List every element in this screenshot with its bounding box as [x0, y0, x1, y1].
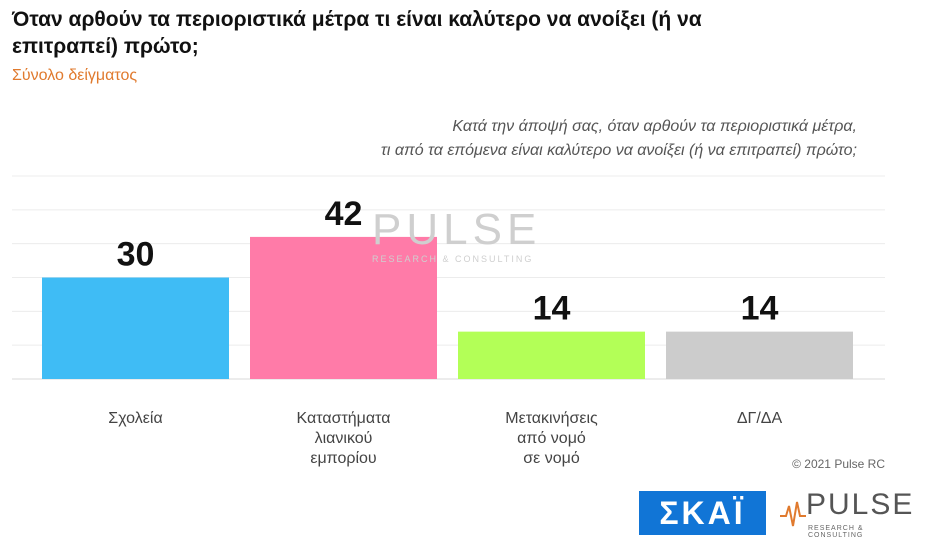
chart-value-labels: 30 42 14 14	[117, 195, 779, 328]
bar	[666, 331, 853, 379]
pulse-logo-subtext: RESEARCH & CONSULTING	[808, 525, 864, 539]
category-label: εμπορίου	[310, 450, 376, 467]
survey-question-line-1: Κατά την άποψή σας, όταν αρθούν τα περιο…	[452, 118, 857, 135]
bar	[250, 236, 437, 379]
category-label: σε νομό	[523, 450, 580, 467]
chart-title: Όταν αρθούν τα περιοριστικά μέτρα τι είν…	[12, 8, 702, 58]
copyright-notice: © 2021 Pulse RC	[792, 457, 885, 471]
bar-value-label: 30	[117, 236, 155, 274]
bar-value-label: 14	[741, 290, 779, 328]
chart-category-labels: Σχολεία Καταστήματα λιανικού εμπορίου Μετακι…	[108, 410, 782, 467]
category-label: Μετακινήσεις	[505, 410, 598, 427]
chart-bars	[42, 236, 853, 379]
pulse-logo: PULSE RESEARCH & CONSULTING	[780, 488, 920, 539]
bar	[42, 277, 229, 379]
survey-question-line-2: τι από τα επόμενα είναι καλύτερο να ανοί…	[380, 142, 857, 159]
bar-value-label: 42	[325, 195, 363, 233]
category-label: Καταστήματα	[297, 410, 391, 427]
category-label: από νομό	[517, 430, 586, 447]
survey-question: Κατά την άποψή σας, όταν αρθούν τα περιο…	[157, 115, 857, 163]
category-label: Σχολεία	[108, 410, 162, 427]
pulse-heartbeat-icon	[780, 501, 806, 527]
pulse-logo-text: PULSE	[806, 488, 915, 521]
skai-logo: ΣΚΑΪ	[639, 491, 766, 535]
chart-subtitle: Σύνολο δείγματος	[12, 67, 138, 84]
category-label: λιανικού	[315, 430, 373, 447]
category-label: ΔΓ/ΔΑ	[737, 410, 783, 427]
bar-value-label: 14	[533, 290, 571, 328]
bar	[458, 331, 645, 379]
